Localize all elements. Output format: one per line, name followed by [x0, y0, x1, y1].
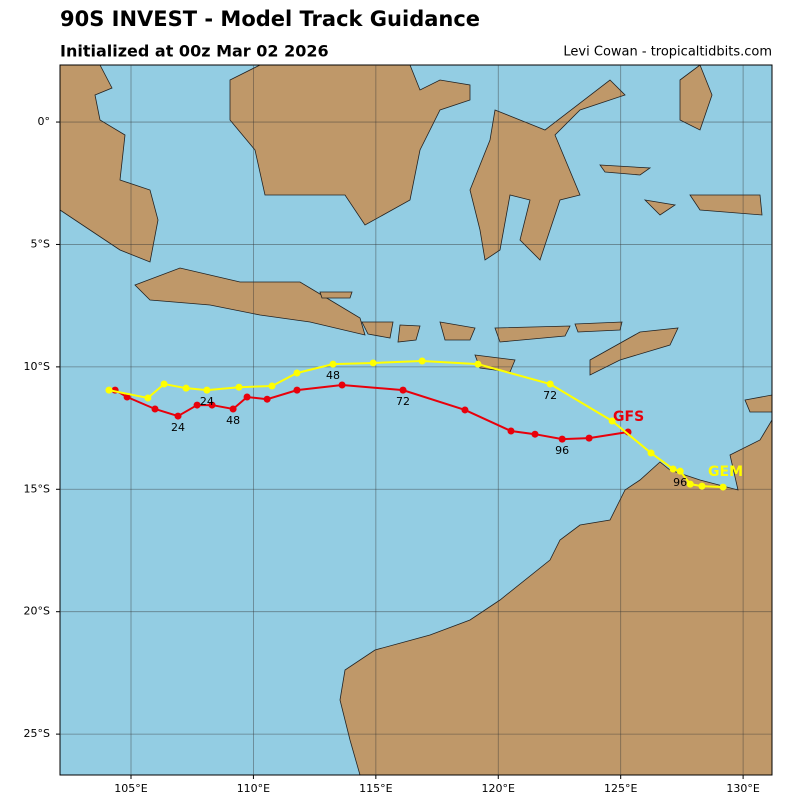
- track-point: [151, 405, 159, 413]
- hour-label: 48: [226, 414, 240, 427]
- track-point: [531, 430, 539, 438]
- track-point: [461, 406, 469, 414]
- track-point: [160, 380, 168, 388]
- track-point: [268, 382, 276, 390]
- x-tick-label: 105°E: [114, 782, 147, 795]
- chart-subtitle: Initialized at 00z Mar 02 2026: [60, 42, 329, 61]
- track-point: [235, 383, 243, 391]
- credit: Levi Cowan - tropicaltidbits.com: [563, 45, 772, 60]
- chart-title: 90S INVEST - Model Track Guidance: [60, 7, 480, 31]
- track-point: [293, 369, 301, 377]
- track-point: [293, 386, 301, 394]
- track-point: [174, 412, 182, 420]
- x-tick-label: 125°E: [604, 782, 637, 795]
- hour-label: 24: [200, 395, 214, 408]
- track-point: [144, 394, 152, 402]
- track-point: [105, 386, 113, 394]
- land: [60, 65, 772, 775]
- track-point: [546, 380, 554, 388]
- y-tick-label: 10°S: [24, 360, 50, 373]
- track-point: [338, 381, 346, 389]
- hour-label: 96: [673, 476, 687, 489]
- track-point: [719, 483, 727, 491]
- x-tick-label: 110°E: [237, 782, 270, 795]
- plot-frame: [59, 64, 773, 776]
- track-point: [686, 480, 694, 488]
- overlay: [60, 65, 772, 775]
- track-point: [263, 395, 271, 403]
- hour-label: 48: [326, 369, 340, 382]
- hour-label: 72: [543, 389, 557, 402]
- hour-label: 24: [171, 421, 185, 434]
- hour-label: 72: [396, 395, 410, 408]
- x-tick-label: 120°E: [482, 782, 515, 795]
- track-point: [676, 467, 684, 475]
- y-tick-label: 0°: [38, 115, 51, 128]
- x-tick-label: 130°E: [726, 782, 759, 795]
- track-point: [243, 393, 251, 401]
- track-point: [182, 384, 190, 392]
- track-point: [399, 386, 407, 394]
- track-point: [203, 386, 211, 394]
- track-point: [669, 465, 677, 473]
- track-point: [474, 360, 482, 368]
- track-point: [208, 401, 216, 409]
- y-tick-label: 25°S: [24, 727, 50, 740]
- track-point: [369, 359, 377, 367]
- y-tick-label: 20°S: [24, 605, 50, 618]
- track-point: [229, 405, 237, 413]
- series-label: GFS: [613, 409, 644, 425]
- track-point: [647, 449, 655, 457]
- track-point: [507, 427, 515, 435]
- track-point: [329, 360, 337, 368]
- y-tick-label: 5°S: [31, 237, 50, 250]
- track-point: [585, 434, 593, 442]
- track-point: [558, 435, 566, 443]
- y-tick-label: 15°S: [24, 482, 50, 495]
- track-point: [193, 401, 201, 409]
- series-label: GEM: [708, 464, 743, 480]
- track-line: [114, 383, 629, 441]
- track-point: [123, 393, 131, 401]
- track-point: [418, 357, 426, 365]
- track-point: [608, 417, 616, 425]
- track-point: [698, 482, 706, 490]
- hour-label: 96: [555, 444, 569, 457]
- x-tick-label: 115°E: [359, 782, 392, 795]
